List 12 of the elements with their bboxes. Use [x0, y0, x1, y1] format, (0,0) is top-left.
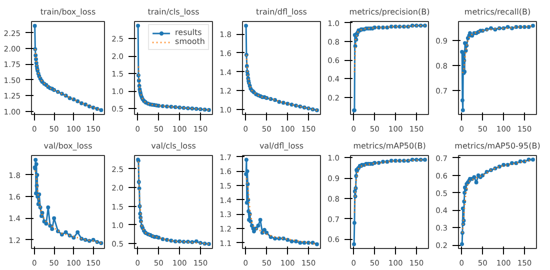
chart-title: train/dfl_loss	[256, 8, 307, 16]
chart-title: train/cls_loss	[148, 8, 200, 16]
chart-title: train/box_loss	[40, 8, 96, 16]
chart-title: metrics/recall(B)	[464, 8, 531, 16]
chart-title: val/cls_loss	[151, 142, 196, 150]
chart-title: metrics/precision(B)	[349, 8, 430, 16]
legend-label: results	[175, 28, 202, 37]
chart-title: val/box_loss	[44, 142, 92, 150]
legend-label: smooth	[175, 37, 205, 46]
chart-title: metrics/mAP50-95(B)	[454, 142, 540, 150]
chart-title: val/dfl_loss	[259, 142, 304, 150]
chart-title: metrics/mAP50(B)	[353, 142, 426, 150]
